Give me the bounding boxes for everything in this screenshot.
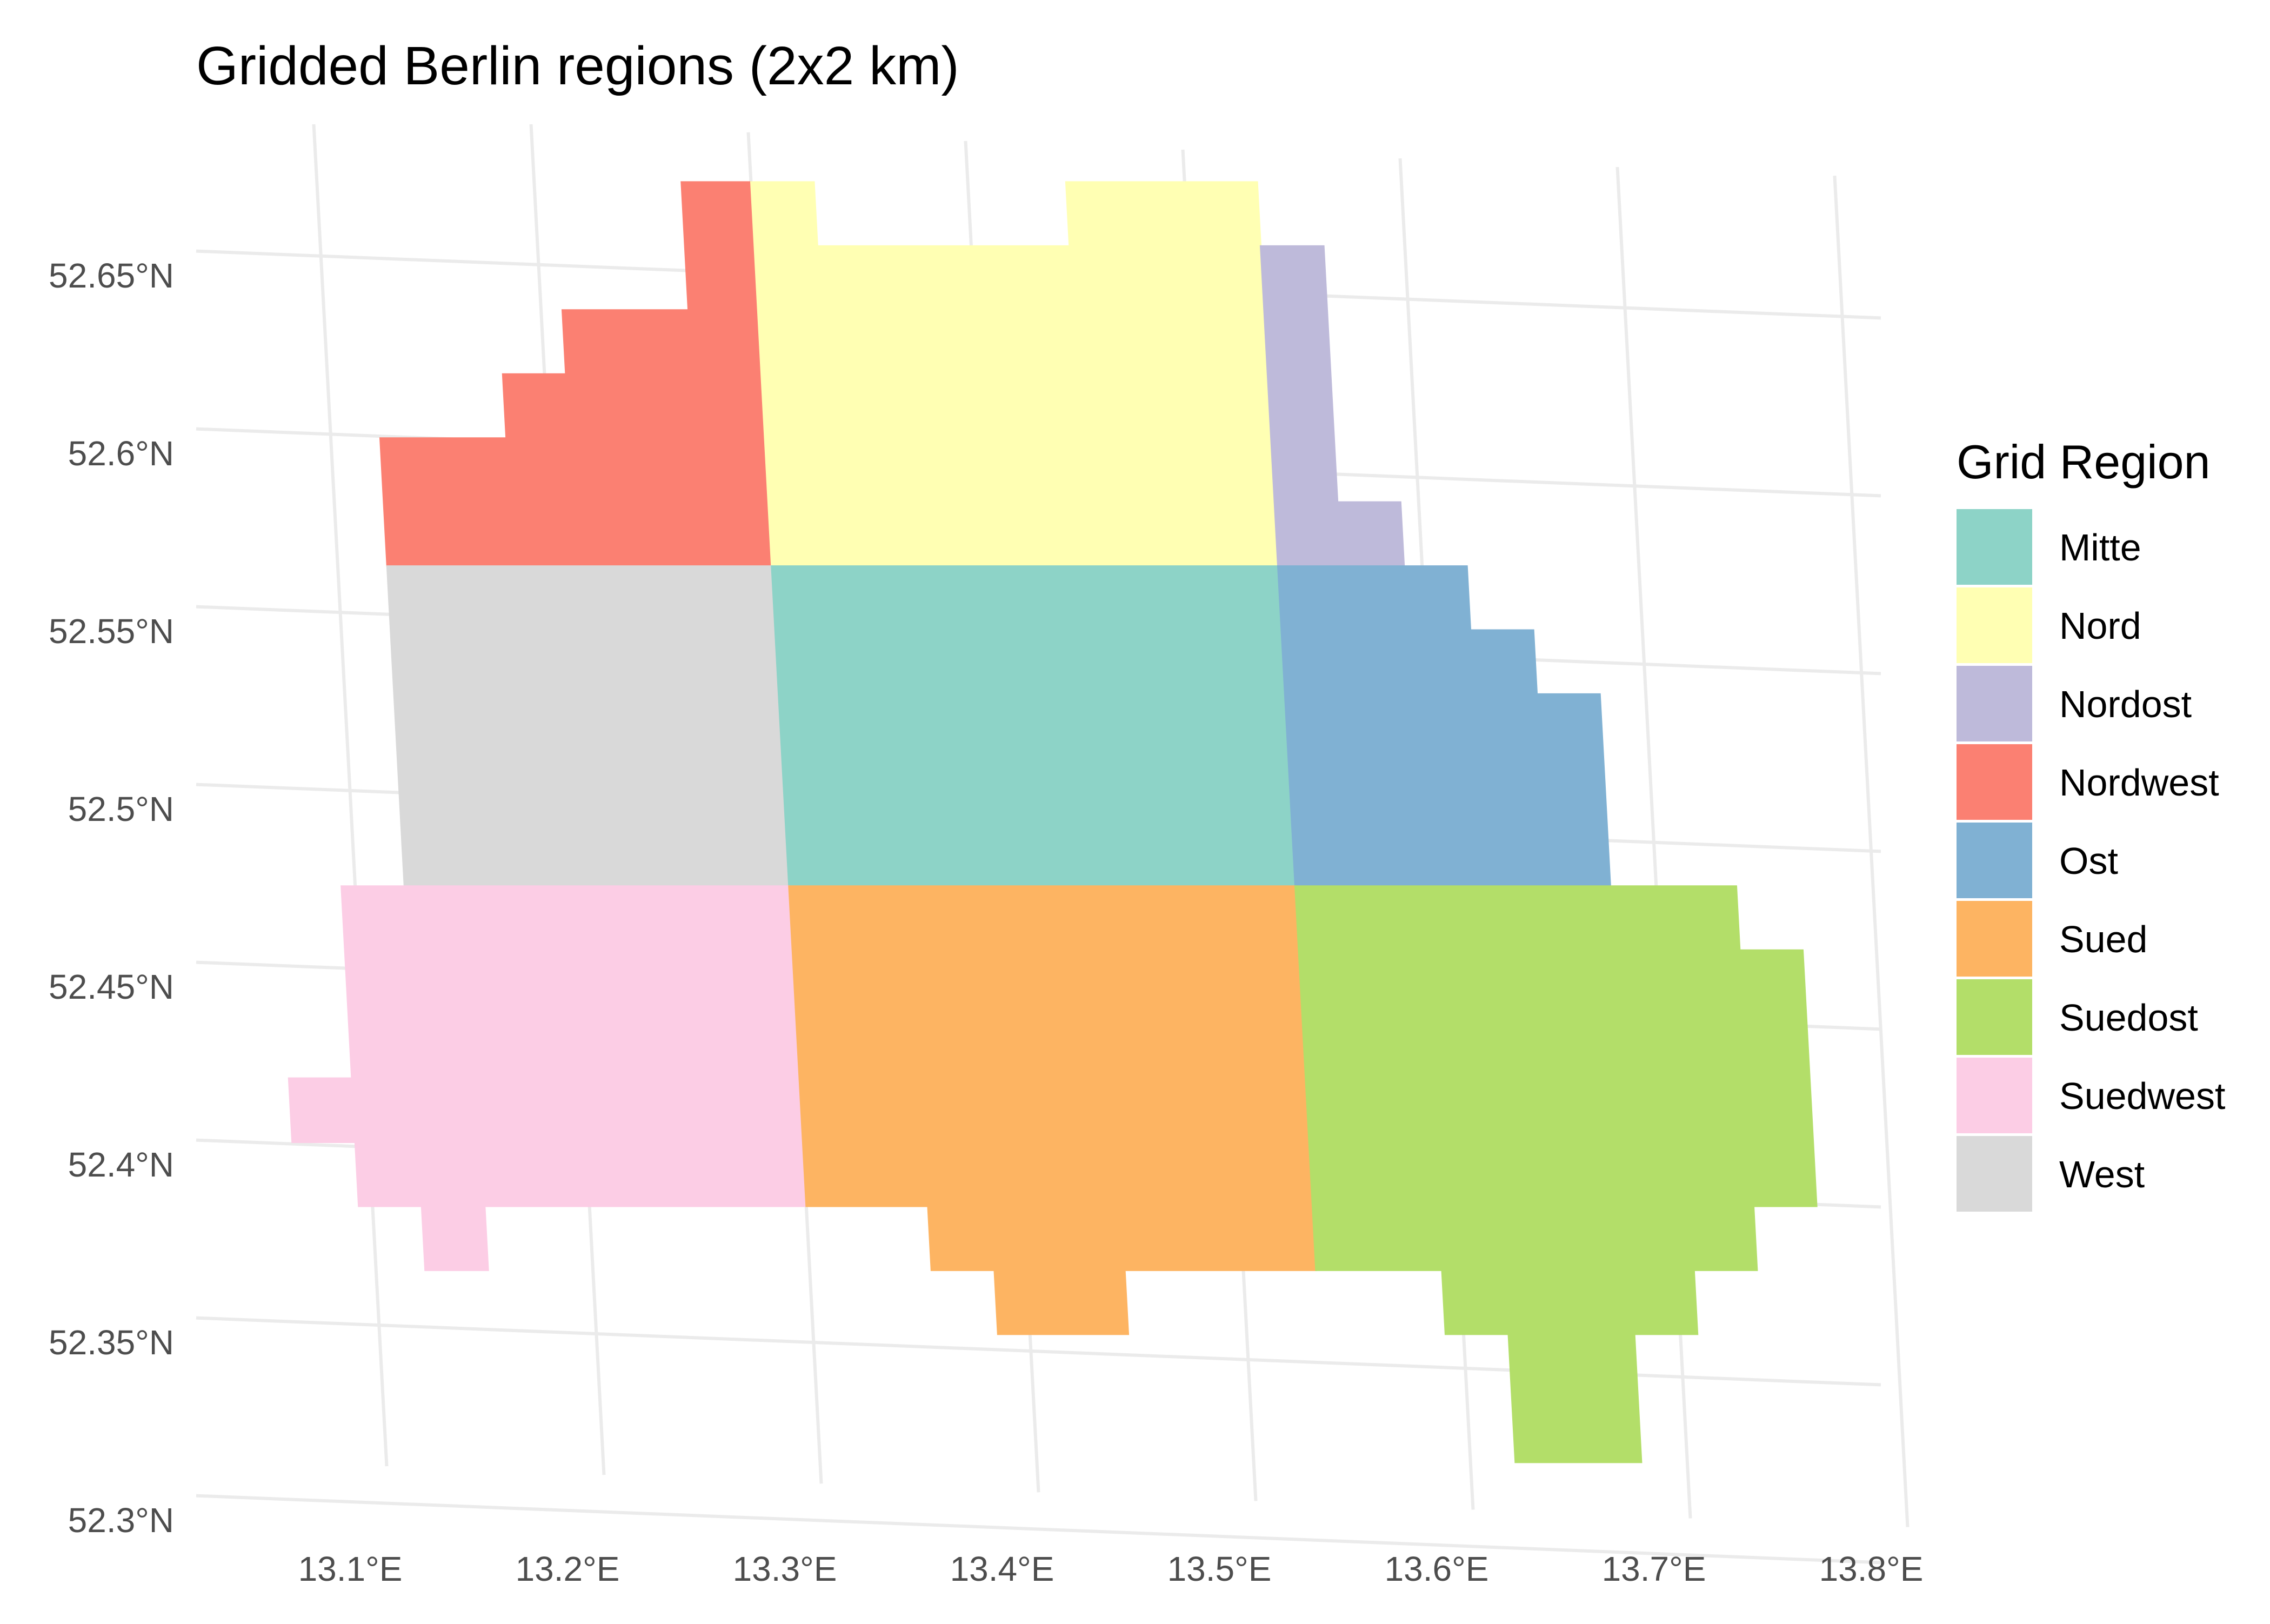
y-tick-label: 52.45°N [49,967,174,1006]
y-tick-label: 52.3°N [68,1501,174,1540]
y-tick-label: 52.55°N [49,612,174,651]
meridian-line-0 [312,124,389,1467]
region-sued[interactable] [788,885,1317,1335]
region-nordwest[interactable] [379,181,773,567]
legend-swatch-nordost [1957,666,2032,741]
legend-label-ost: Ost [2059,840,2118,882]
y-tick-label: 52.6°N [68,434,174,473]
legend: Grid Region Mitte Nord Nordost Nordwest Ost S… [1957,435,2225,1212]
map-title: Gridded Berlin regions (2x2 km) [196,36,959,96]
legend-swatch-sued [1957,901,2032,977]
x-tick-label: 13.6°E [1385,1549,1489,1588]
legend-swatch-nordwest [1957,744,2032,820]
x-tick-label: 13.1°E [298,1549,403,1588]
legend-swatch-west [1957,1136,2032,1212]
legend-label-nordost: Nordost [2059,683,2192,725]
x-tick-label: 13.5°E [1167,1549,1272,1588]
x-tick-label: 13.7°E [1602,1549,1706,1588]
legend-label-nord: Nord [2059,605,2141,647]
legend-items: Mitte Nord Nordost Nordwest Ost Sued Suedost Su… [1957,509,2225,1212]
parallel-line-0 [196,1494,1881,1565]
legend-label-sued: Sued [2059,918,2147,960]
legend-swatch-suedwest [1957,1058,2032,1133]
region-suedost[interactable] [1294,885,1818,1463]
y-axis-labels: 52.65°N 52.6°N 52.55°N 52.5°N 52.45°N 52.4°N 5… [49,256,174,1540]
legend-swatch-ost [1957,823,2032,898]
region-cells [288,181,1818,1463]
x-tick-label: 13.4°E [950,1549,1054,1588]
y-tick-label: 52.35°N [49,1323,174,1362]
x-tick-label: 13.2°E [516,1549,620,1588]
region-ost[interactable] [1277,565,1611,887]
region-nordost[interactable] [1259,245,1405,567]
legend-swatch-mitte [1957,509,2032,585]
y-tick-label: 52.4°N [68,1145,174,1184]
x-tick-label: 13.3°E [733,1549,837,1588]
region-mitte[interactable] [771,565,1297,887]
legend-swatch-nord [1957,587,2032,663]
region-west[interactable] [386,565,790,887]
y-tick-label: 52.65°N [49,256,174,295]
region-nord[interactable] [750,181,1279,567]
region-suedwest[interactable] [288,885,807,1271]
legend-label-nordwest: Nordwest [2059,761,2219,804]
legend-label-suedost: Suedost [2059,997,2198,1039]
legend-label-west: West [2059,1153,2145,1195]
y-tick-label: 52.5°N [68,790,174,828]
x-axis-labels: 13.1°E 13.2°E 13.3°E 13.4°E 13.5°E 13.6°E 13.7… [298,1549,1924,1588]
x-tick-label: 13.8°E [1819,1549,1924,1588]
legend-swatch-suedost [1957,979,2032,1055]
legend-title: Grid Region [1957,435,2211,489]
legend-label-mitte: Mitte [2059,526,2141,569]
legend-label-suedwest: Suedwest [2059,1075,2225,1117]
